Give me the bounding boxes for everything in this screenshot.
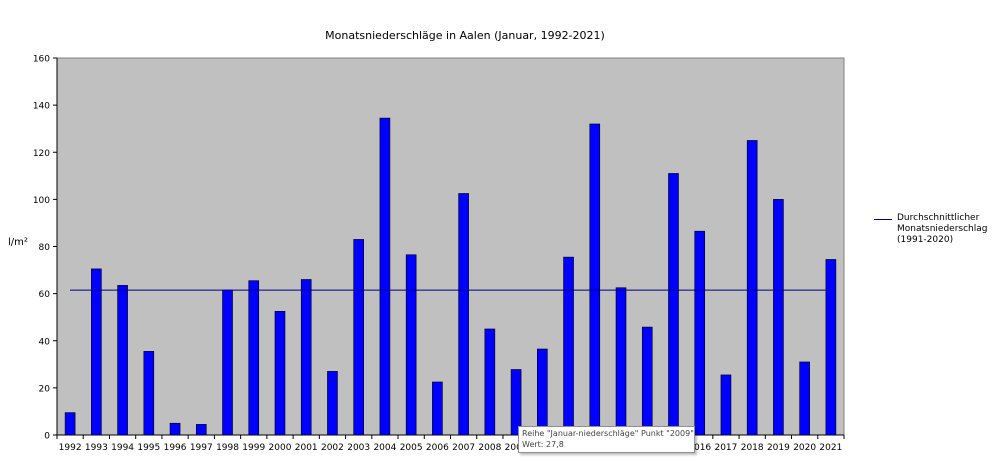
x-tick-label: 2008 <box>478 443 501 453</box>
legend-line-swatch <box>874 219 892 220</box>
x-tick-label: 2001 <box>295 443 318 453</box>
bar <box>510 369 522 436</box>
y-axis-label: l/m² <box>8 237 28 248</box>
x-tick-label: 2016 <box>688 443 711 453</box>
x-tick-label: 1992 <box>59 443 82 453</box>
x-tick-label: 2005 <box>400 443 423 453</box>
x-tick-label: 1997 <box>190 443 213 453</box>
bar <box>64 412 76 436</box>
y-tick-label: 160 <box>33 55 50 65</box>
bar <box>379 117 391 436</box>
bar <box>563 256 574 436</box>
bar <box>484 328 496 436</box>
bar <box>195 424 207 436</box>
y-tick-label: 40 <box>39 337 51 347</box>
bar <box>353 239 364 436</box>
bar <box>248 280 260 436</box>
bar <box>589 123 601 436</box>
x-tick-label: 2000 <box>269 443 292 453</box>
bar <box>117 285 128 436</box>
y-tick-label: 60 <box>39 290 51 300</box>
x-tick-label: 1993 <box>85 443 108 453</box>
x-tick-label: 1998 <box>216 443 239 453</box>
bar <box>694 230 706 436</box>
x-tick-label: 1994 <box>111 443 134 453</box>
x-tick-label: 2021 <box>819 443 842 453</box>
tooltip-series-point: Reihe "Januar-niederschläge" Punkt "2009… <box>522 429 694 438</box>
bar <box>746 140 758 436</box>
chart-title: Monatsniederschläge in Aalen (Januar, 19… <box>325 29 605 42</box>
bar <box>668 173 679 436</box>
x-tick-label: 2017 <box>714 443 737 453</box>
bar <box>169 422 181 436</box>
bar <box>773 199 784 436</box>
x-tick-label: 2002 <box>321 443 344 453</box>
legend-label: Durchschnittlicher Monatsniederschlag (1… <box>897 213 988 245</box>
bar <box>799 361 810 436</box>
bar <box>222 289 233 436</box>
bar <box>537 348 548 436</box>
bar <box>91 268 102 436</box>
x-tick-label: 2003 <box>347 443 370 453</box>
x-tick-label: 2020 <box>793 443 816 453</box>
bar <box>641 326 653 436</box>
y-tick-label: 80 <box>39 243 51 253</box>
y-tick-label: 140 <box>33 102 50 112</box>
x-tick-label: 2007 <box>452 443 475 453</box>
bar <box>143 351 155 436</box>
x-tick-label: 1999 <box>242 443 265 453</box>
x-tick-label: 1996 <box>164 443 187 453</box>
y-tick-label: 20 <box>39 384 51 394</box>
x-tick-label: 1995 <box>137 443 160 453</box>
data-point-tooltip: Reihe "Januar-niederschläge" Punkt "2009… <box>518 426 695 453</box>
bar <box>300 279 312 436</box>
y-tick-label: 100 <box>33 196 50 206</box>
bar <box>458 193 469 436</box>
bar <box>432 381 443 436</box>
bar <box>615 287 627 436</box>
x-tick-label: 2019 <box>767 443 790 453</box>
x-tick-label: 2018 <box>741 443 764 453</box>
bar <box>274 310 286 436</box>
bar <box>720 374 732 436</box>
y-tick-label: 120 <box>33 149 50 159</box>
x-tick-label: 2004 <box>373 443 396 453</box>
bar <box>405 254 417 436</box>
x-tick-label: 2009 <box>505 443 528 453</box>
x-tick-label: 2006 <box>426 443 449 453</box>
tooltip-value: Wert: 27,8 <box>522 440 564 449</box>
bar <box>327 371 338 436</box>
y-tick-label: 0 <box>44 432 50 442</box>
bar <box>825 259 837 436</box>
